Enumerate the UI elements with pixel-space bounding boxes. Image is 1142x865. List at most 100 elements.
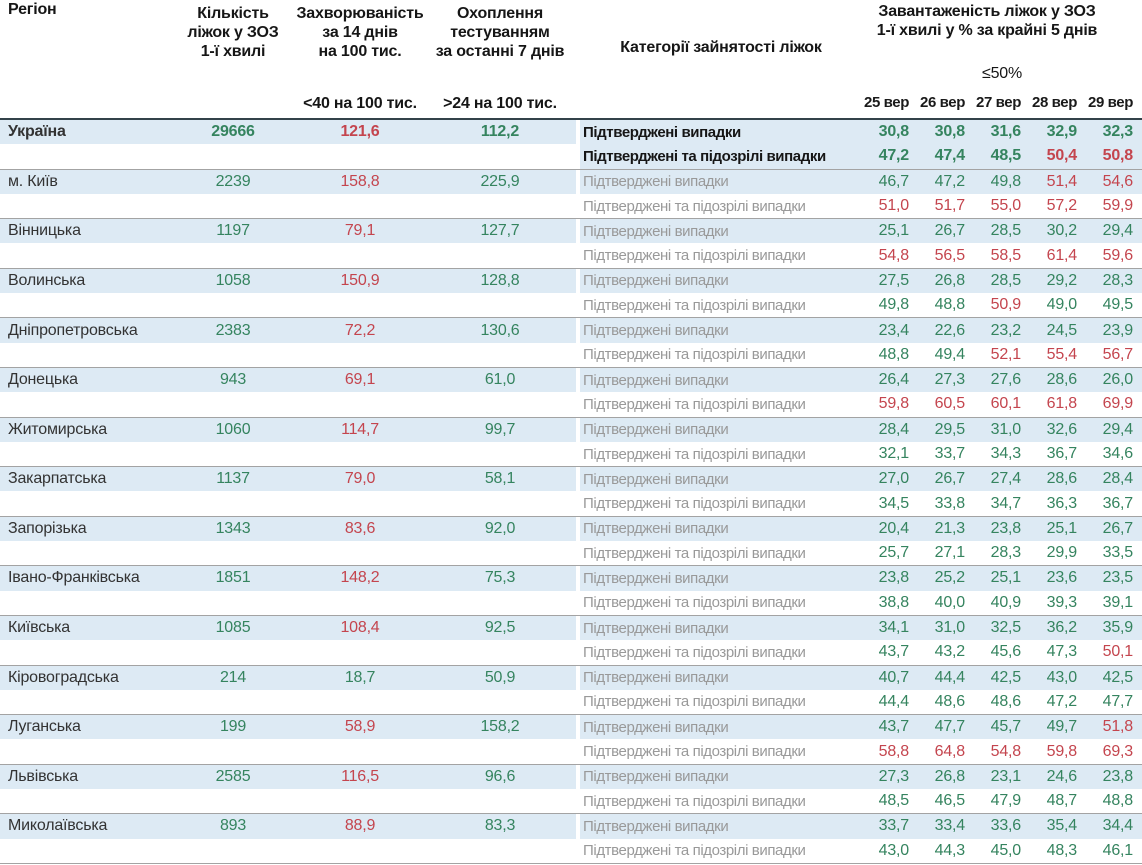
occupancy-value: 43,0 <box>862 838 918 863</box>
occupancy-value: 26,7 <box>918 219 974 244</box>
occupancy-value: 34,5 <box>862 491 918 516</box>
beds-count: 29666 <box>170 120 296 145</box>
confirmed-cases-row: Україна 29666 121,6 112,2 Підтверджені в… <box>0 120 1142 145</box>
confirmed-suspected-row: Підтверджені та підозрілі випадки 49,8 48… <box>0 293 1142 318</box>
occupancy-value: 43,0 <box>1030 665 1086 690</box>
occupancy-value: 38,8 <box>862 590 918 615</box>
incidence-norm-label: <40 на 100 тис. <box>303 95 417 112</box>
occupancy-value: 48,8 <box>1086 789 1142 814</box>
beds-count: 943 <box>170 367 296 393</box>
occupancy-value: 59,9 <box>1086 193 1142 219</box>
occupancy-value: 28,4 <box>1086 467 1142 492</box>
category-label-confirmed: Підтверджені випадки <box>580 467 862 492</box>
confirmed-cases-row: Івано-Франківська 1851 148,2 75,3 Підтве… <box>0 566 1142 591</box>
occupancy-value: 29,4 <box>1086 219 1142 244</box>
occupancy-threshold-label: ≤50% <box>981 65 1022 82</box>
occupancy-value: 28,3 <box>974 541 1030 566</box>
category-label-confirmed-suspected: Підтверджені та підозрілі випадки <box>580 392 862 417</box>
occupancy-value: 28,6 <box>1030 467 1086 492</box>
occupancy-value: 39,1 <box>1086 590 1142 615</box>
occupancy-value: 48,8 <box>862 342 918 367</box>
beds-count: 893 <box>170 814 296 839</box>
incidence-value: 58,9 <box>296 715 424 740</box>
region-block: Донецька 943 69,1 61,0 Підтверджені випа… <box>0 367 1142 418</box>
section-gap <box>576 590 580 615</box>
occupancy-value: 60,5 <box>918 392 974 417</box>
occupancy-value: 47,3 <box>1030 640 1086 665</box>
occupancy-value: 33,4 <box>918 814 974 839</box>
incidence-value: 79,0 <box>296 467 424 492</box>
occupancy-value: 31,6 <box>974 120 1030 145</box>
occupancy-value: 45,7 <box>974 715 1030 740</box>
occupancy-value: 24,6 <box>1030 764 1086 790</box>
region-name: Україна <box>0 120 170 145</box>
occupancy-value: 27,1 <box>918 541 974 566</box>
occupancy-value: 40,7 <box>862 665 918 690</box>
category-label-confirmed: Підтверджені випадки <box>580 516 862 542</box>
region-name: Київська <box>0 615 170 641</box>
occupancy-value: 23,8 <box>1086 764 1142 790</box>
occupancy-value: 44,4 <box>862 689 918 715</box>
occupancy-value: 30,8 <box>862 120 918 145</box>
incidence-value: 108,4 <box>296 615 424 641</box>
confirmed-suspected-row: Підтверджені та підозрілі випадки 38,8 40… <box>0 590 1142 615</box>
section-gap <box>576 689 580 715</box>
occupancy-value: 25,7 <box>862 541 918 566</box>
section-gap <box>576 541 580 566</box>
occupancy-value: 34,4 <box>1086 814 1142 839</box>
occupancy-value: 48,3 <box>1030 838 1086 863</box>
region-name: Донецька <box>0 367 170 393</box>
category-label-confirmed-suspected: Підтверджені та підозрілі випадки <box>580 838 862 863</box>
occupancy-value: 49,8 <box>862 293 918 318</box>
occupancy-value: 47,4 <box>918 144 974 169</box>
occupancy-value: 57,2 <box>1030 193 1086 219</box>
occupancy-value: 23,6 <box>1030 566 1086 591</box>
occupancy-value: 27,6 <box>974 367 1030 393</box>
occupancy-value: 25,1 <box>862 219 918 244</box>
occupancy-value: 56,5 <box>918 243 974 268</box>
testing-value: 50,9 <box>424 665 576 690</box>
testing-value: 99,7 <box>424 417 576 442</box>
category-label-confirmed: Підтверджені випадки <box>580 665 862 690</box>
occupancy-value: 56,7 <box>1086 342 1142 367</box>
incidence-value: 88,9 <box>296 814 424 839</box>
occupancy-value: 54,8 <box>974 739 1030 764</box>
section-gap <box>576 169 580 194</box>
confirmed-cases-row: Волинська 1058 150,9 128,8 Підтверджені … <box>0 268 1142 294</box>
occupancy-value: 26,7 <box>918 467 974 492</box>
occupancy-value: 47,9 <box>974 789 1030 814</box>
testing-value: 61,0 <box>424 367 576 393</box>
region-block: Вінницька 1197 79,1 127,7 Підтверджені в… <box>0 219 1142 269</box>
occupancy-value: 48,5 <box>974 144 1030 169</box>
occupancy-value: 29,2 <box>1030 268 1086 294</box>
category-label-confirmed: Підтверджені випадки <box>580 764 862 790</box>
date-column-label: 26 вер <box>920 94 965 111</box>
confirmed-cases-row: Житомирська 1060 114,7 99,7 Підтверджені… <box>0 417 1142 442</box>
occupancy-value: 23,1 <box>974 764 1030 790</box>
region-block: Житомирська 1060 114,7 99,7 Підтверджені… <box>0 417 1142 468</box>
incidence-value: 72,2 <box>296 318 424 343</box>
section-gap <box>576 219 580 244</box>
section-gap <box>576 491 580 516</box>
section-gap <box>576 144 580 169</box>
occupancy-value: 23,2 <box>974 318 1030 343</box>
category-label-confirmed-suspected: Підтверджені та підозрілі випадки <box>580 491 862 516</box>
occupancy-value: 49,0 <box>1030 293 1086 318</box>
col-header-region: Регіон <box>8 1 57 18</box>
incidence-value: 79,1 <box>296 219 424 244</box>
incidence-value: 150,9 <box>296 268 424 294</box>
confirmed-suspected-row: Підтверджені та підозрілі випадки 32,1 33… <box>0 441 1142 467</box>
occupancy-value: 29,4 <box>1086 417 1142 442</box>
confirmed-cases-row: м. Київ 2239 158,8 225,9 Підтверджені ви… <box>0 169 1142 194</box>
confirmed-suspected-row: Підтверджені та підозрілі випадки 51,0 51… <box>0 193 1142 219</box>
occupancy-value: 28,3 <box>1086 268 1142 294</box>
confirmed-cases-row: Закарпатська 1137 79,0 58,1 Підтверджені… <box>0 467 1142 492</box>
confirmed-suspected-row: Підтверджені та підозрілі випадки 48,8 49… <box>0 342 1142 367</box>
col-header-beds: Кількість ліжок у ЗОЗ 1-ї хвилі <box>187 5 279 60</box>
occupancy-value: 54,6 <box>1086 169 1142 194</box>
category-label-confirmed-suspected: Підтверджені та підозрілі випадки <box>580 144 862 169</box>
occupancy-value: 23,8 <box>862 566 918 591</box>
occupancy-value: 49,8 <box>974 169 1030 194</box>
region-name: Кіровоградська <box>0 665 170 690</box>
occupancy-value: 43,7 <box>862 715 918 740</box>
